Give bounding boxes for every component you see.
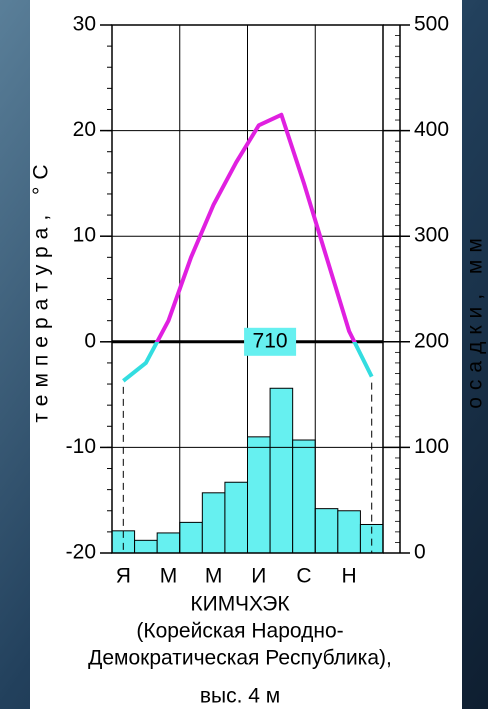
- y2-tick-label: 100: [414, 435, 449, 458]
- temperature-line: [122, 112, 374, 383]
- precipitation-bar: [134, 539, 158, 554]
- precipitation-bar: [247, 436, 271, 554]
- precipitation-bar: [337, 510, 361, 554]
- x-tick-label: С: [296, 565, 311, 588]
- y-tick-label: 30: [73, 13, 96, 36]
- x-tick-label: И: [251, 565, 266, 588]
- precipitation-bar: [224, 481, 249, 554]
- precipitation-bar: [314, 508, 339, 554]
- precipitation-bar: [179, 521, 203, 554]
- x-tick-label: М: [205, 565, 223, 588]
- precipitation-bar: [269, 387, 294, 554]
- subtitle: выс. 4 м: [200, 685, 280, 708]
- y-tick-label: 10: [73, 224, 96, 247]
- y-tick-label: 0: [84, 329, 96, 352]
- precipitation-bar: [201, 492, 226, 554]
- x-tick-label: Я: [116, 565, 131, 588]
- y-tick-label: 20: [73, 118, 96, 141]
- plot-frame: [111, 24, 384, 554]
- y2-tick-label: 200: [414, 329, 449, 352]
- y2-tick-label: 0: [414, 541, 426, 564]
- y2-tick-label: 400: [414, 118, 449, 141]
- annual-total: 710: [253, 329, 288, 352]
- y2-axis-label: осадки, мм: [464, 231, 487, 409]
- subtitle: (Корейская Народно-: [136, 620, 343, 643]
- y-axis-label: температура, °С: [30, 157, 53, 422]
- x-tick-label: М: [160, 565, 178, 588]
- subtitle: Демократическая Республика),: [88, 647, 392, 670]
- precipitation-bar: [156, 532, 181, 554]
- y2-tick-label: 300: [414, 224, 449, 247]
- y-tick-label: -10: [66, 435, 96, 458]
- total-box: [244, 327, 297, 356]
- precipitation-bar: [292, 439, 316, 554]
- y2-tick-label: 500: [414, 13, 449, 36]
- y-tick-label: -20: [66, 541, 96, 564]
- x-tick-label: Н: [342, 565, 357, 588]
- chart-title: КИМЧХЭК: [190, 593, 290, 616]
